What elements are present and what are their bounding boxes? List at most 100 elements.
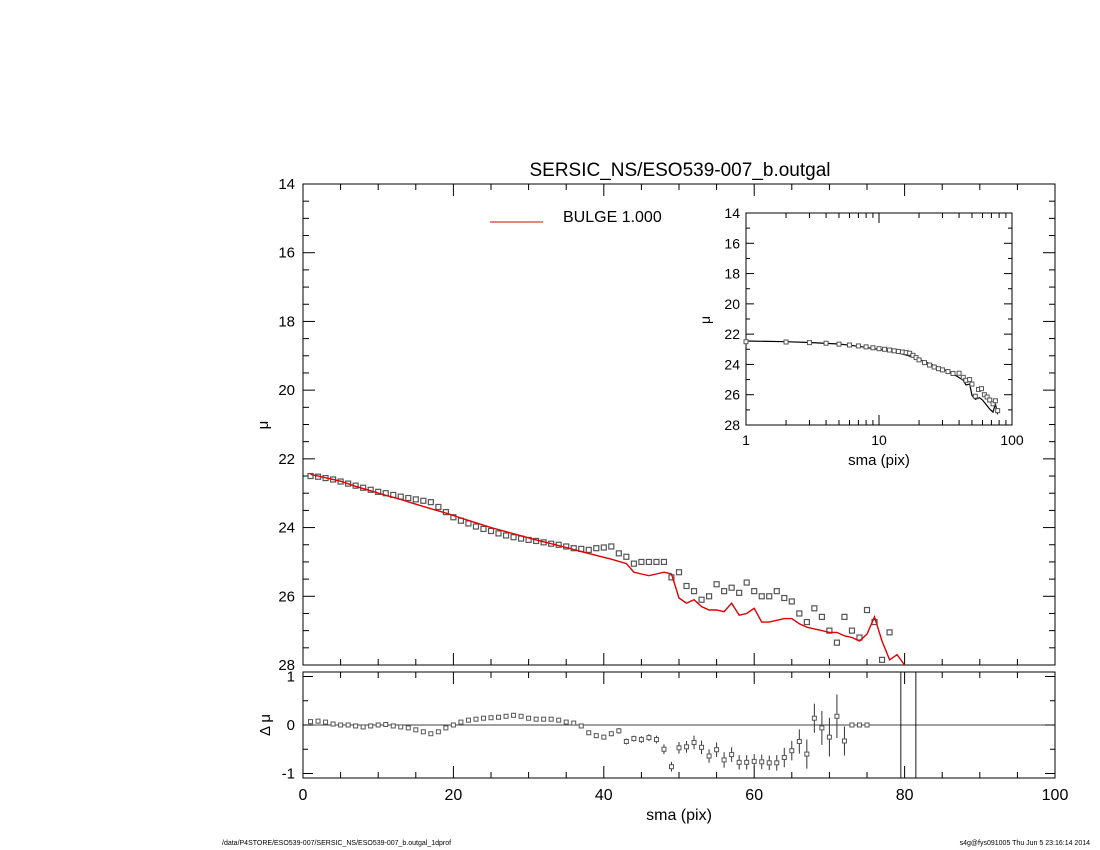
residual-x-axis: 0 20 40 60 80 100 [299,672,1069,804]
inset-data-point [956,370,962,376]
main-y-axis: 14 16 18 20 22 24 26 28 [278,176,1055,674]
legend-label: BULGE 1.000 [563,209,662,226]
main-y-tick-label: 26 [278,588,295,605]
residual-point [458,719,464,725]
inset-data-point [979,386,985,392]
data-point [705,593,713,600]
inset-data-point [945,369,951,375]
residual-x-tick-label: 40 [595,787,613,804]
data-point [713,581,720,588]
residual-point [661,746,667,752]
residual-point [308,719,314,725]
data-point [781,594,788,602]
data-point [803,618,810,626]
data-point [645,558,653,566]
residual-point [383,722,389,728]
inset-data-point [969,381,975,387]
inset-y-tick-label: 18 [724,266,740,282]
inset-y-tick-label: 20 [724,296,740,312]
data-point [721,588,728,595]
inset-data-point [895,348,901,354]
residual-point [616,728,622,734]
data-point [728,584,735,591]
main-y-tick-label: 28 [278,657,295,674]
inset-data-point [987,397,993,403]
inset-data-point [855,343,861,349]
residual-point [608,731,614,737]
data-point [690,588,698,595]
residual-point [578,723,584,729]
data-point [773,588,780,595]
residual-y-tick-label: 0 [287,717,295,734]
inset-data-point [863,344,869,350]
residual-point [759,759,765,765]
inset-x-axis: 1 10 100 [742,213,1024,448]
residual-point [856,722,862,728]
residual-x-tick-label: 60 [745,787,763,804]
inset-data-point [922,360,928,366]
main-profile-panel: SERSIC_NS/ESO539-007_b.outgal 14 16 18 20 22… [255,160,1056,674]
residual-point [646,735,652,741]
inset-data-point [950,371,956,377]
inset-data-point [783,339,789,345]
residual-point [360,724,366,730]
residual-point [766,760,772,766]
data-point [743,579,750,586]
residual-x-tick-label: 100 [1042,787,1069,804]
data-point [600,544,607,551]
residual-point [511,712,517,718]
inset-log-panel: 14 16 18 20 22 24 26 28 1 10 100 sma (pix) μ [697,205,1024,469]
data-point [766,593,773,600]
residual-point [864,722,870,728]
residual-point [834,713,840,719]
residual-point [796,738,802,744]
residual-point [826,734,832,740]
data-point [412,496,419,503]
inset-x-tick-label: 1 [742,432,750,448]
inset-data-point [836,341,842,347]
residual-point [638,737,644,743]
footer-file-path: /data/P4STORE/ESO539-007/SERSIC_NS/ESO53… [222,840,452,847]
data-point [427,499,434,506]
residual-point [323,719,329,725]
data-point [675,569,683,576]
data-point [833,639,841,646]
data-point [698,596,705,603]
inset-data-point [806,340,812,346]
residual-x-tick-label: 80 [896,787,914,804]
inset-x-tick-label: 100 [1000,432,1024,448]
data-point [683,582,690,590]
inset-data-point [927,362,933,368]
residual-point [496,714,502,720]
residual-point [653,737,659,743]
residual-point [556,717,562,723]
residual-point [450,722,456,728]
inset-data-point [743,339,749,345]
residual-point [526,715,532,721]
main-x-axis-ticks [302,184,1056,665]
residual-point [548,716,554,722]
residual-y-axis-label: Δ μ [257,714,274,736]
data-point [585,546,592,554]
main-y-tick-label: 20 [278,382,295,399]
data-point [796,610,803,617]
residual-point [684,744,690,750]
data-point [638,558,645,566]
inset-data-point [995,408,1001,414]
residual-point [315,718,321,724]
residual-x-axis-label: sma (pix) [646,807,712,824]
inset-y-tick-label: 16 [724,235,740,251]
residual-point [480,715,486,721]
data-point [811,605,818,612]
data-point [736,589,743,596]
main-y-tick-label: 24 [278,520,295,537]
inset-x-tick-label: 10 [871,432,887,448]
residual-point [338,722,344,728]
data-point [510,534,517,541]
inset-y-tick-label: 26 [724,387,740,403]
inset-y-axis: 14 16 18 20 22 24 26 28 [724,205,1012,433]
inset-data-point [846,342,852,348]
inset-data-point [882,346,888,352]
inset-y-tick-label: 22 [724,326,740,342]
main-y-tick-label: 14 [278,176,295,193]
